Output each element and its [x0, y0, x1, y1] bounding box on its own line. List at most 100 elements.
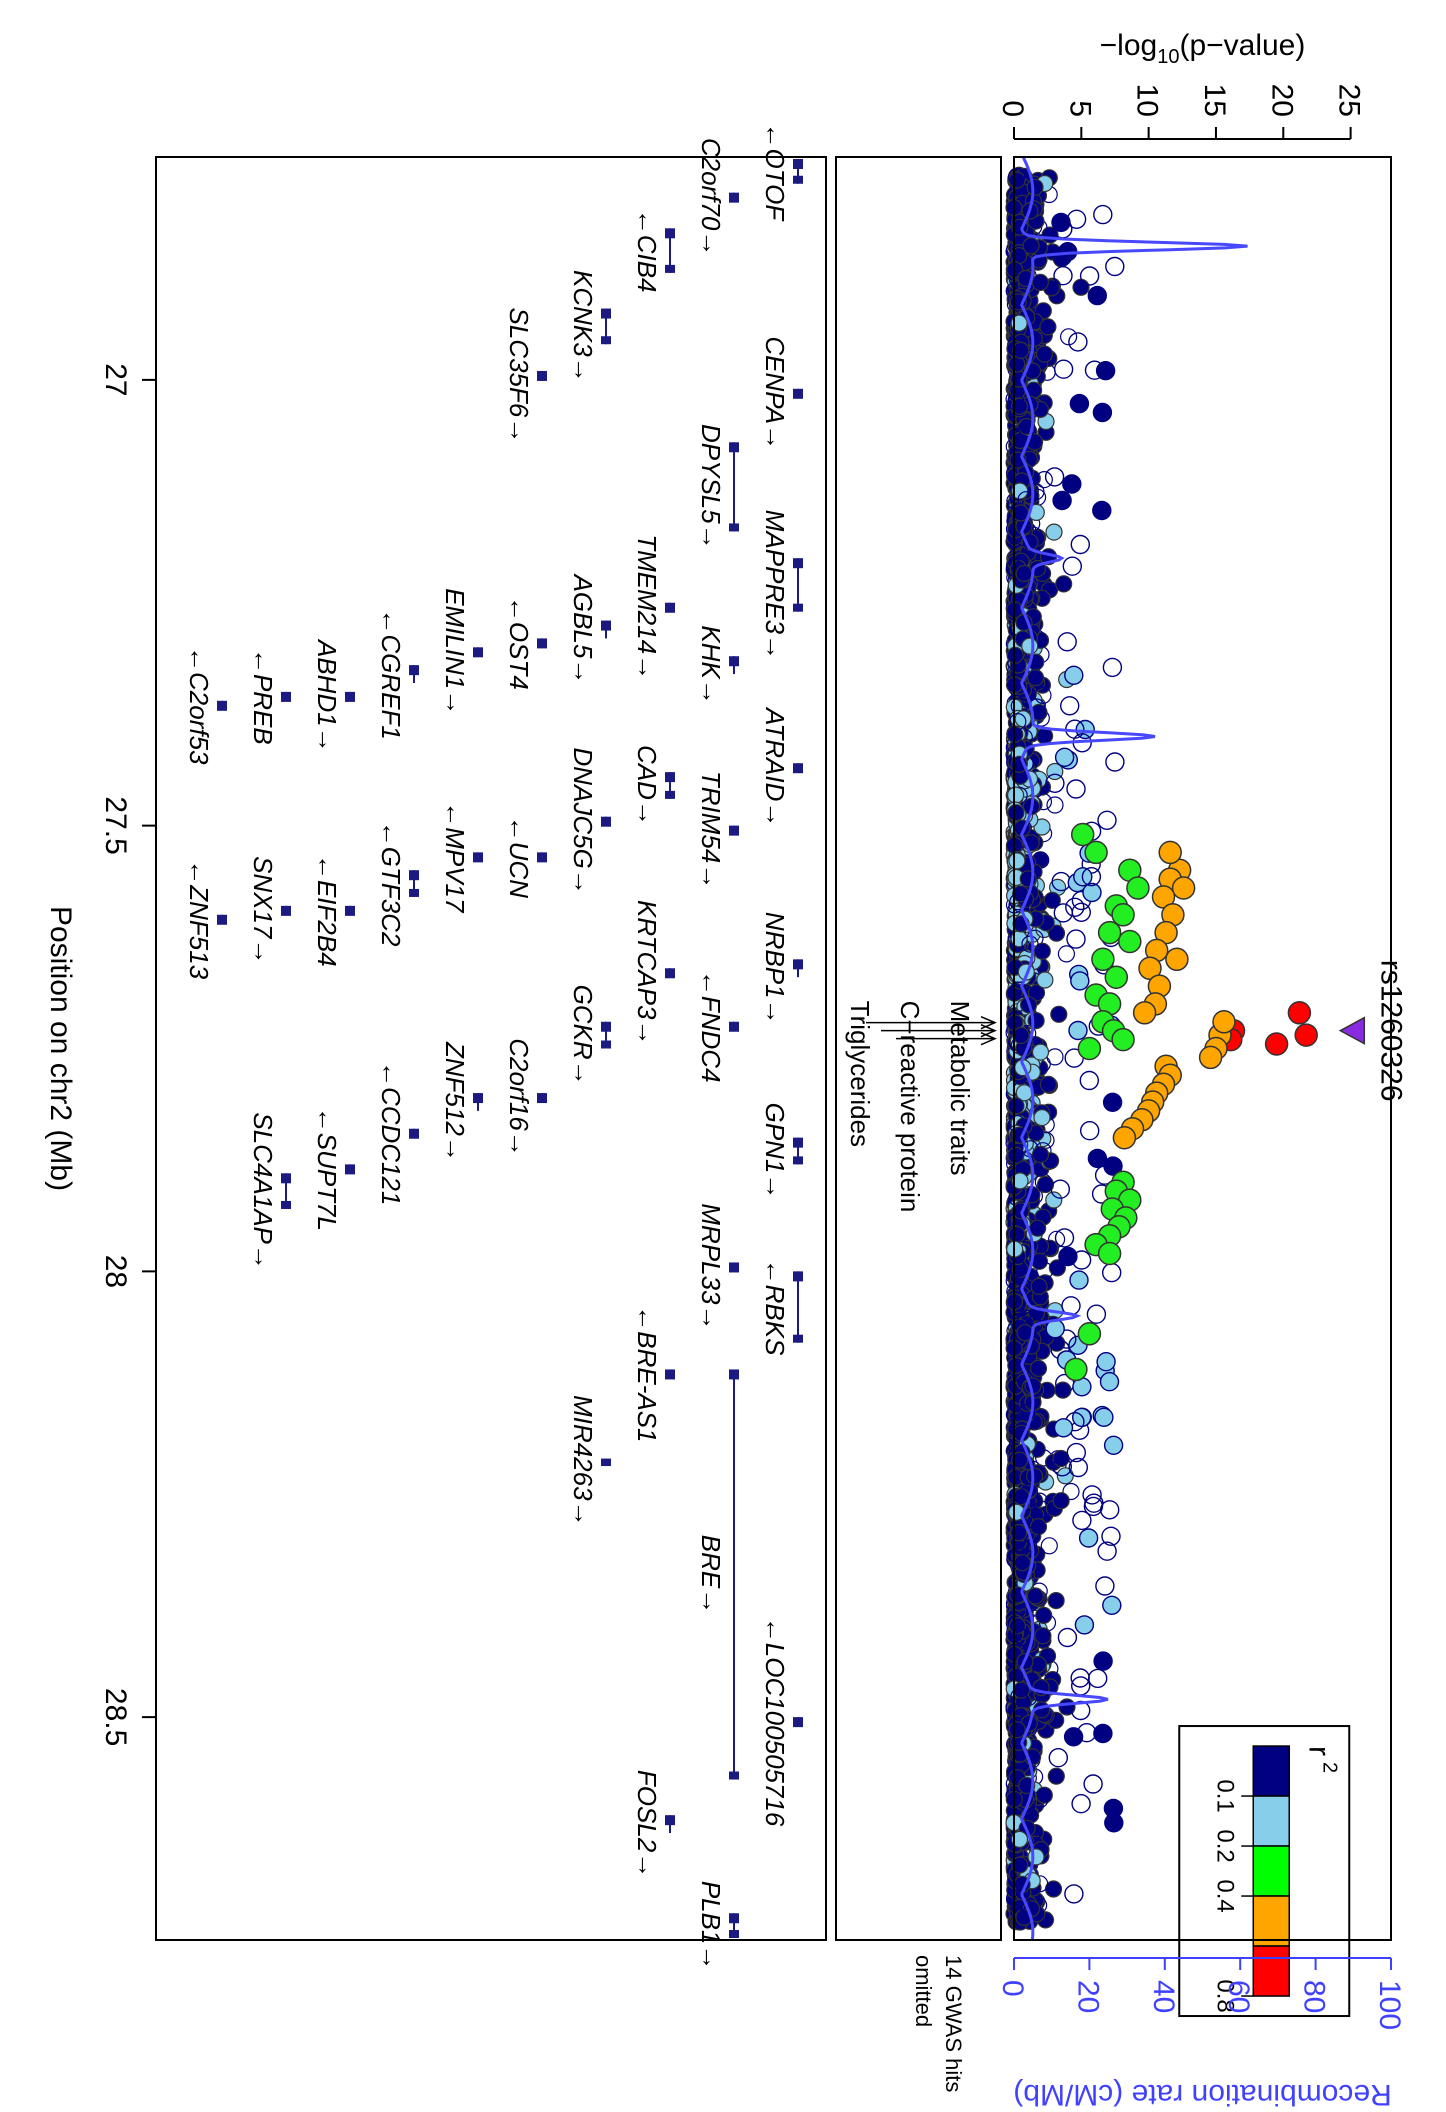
y2-axis-label: Recombination rate (cM/Mb) — [1013, 2078, 1391, 2111]
x-tick-label: 28 — [99, 1255, 132, 1288]
snp-point — [1111, 903, 1135, 927]
gene-label: TMEM214→ — [632, 534, 662, 680]
gene-exon — [729, 656, 739, 667]
gene-exon — [793, 1717, 803, 1728]
snp-point — [1054, 1228, 1075, 1248]
snp-point — [1047, 1591, 1065, 1610]
y-tick-label: 5 — [1063, 100, 1096, 117]
y2-tick-label: 60 — [1222, 1980, 1255, 2013]
snp-point — [1012, 341, 1030, 359]
snp-point — [1007, 1097, 1025, 1115]
snp-point — [1071, 902, 1091, 922]
snp-point — [1030, 1492, 1049, 1510]
y-tick-label: 25 — [1333, 84, 1366, 117]
gene-panel-frame — [155, 156, 827, 1941]
snp-point — [1040, 1537, 1058, 1555]
snp-point — [1079, 266, 1100, 286]
snp-point — [1118, 929, 1142, 954]
snp-point — [1033, 942, 1051, 960]
snp-point — [1064, 665, 1084, 685]
gene-exon — [601, 336, 611, 345]
y2-tick-label: 80 — [1298, 1980, 1331, 2013]
snp-point — [1102, 1092, 1123, 1113]
snp-point — [1008, 1721, 1026, 1739]
snp-point — [1097, 1241, 1122, 1266]
x-tick-label: 27.5 — [99, 796, 132, 854]
legend-swatch — [1252, 1745, 1291, 1797]
snp-point — [1065, 897, 1085, 917]
snp-point — [1011, 482, 1029, 500]
snp-point — [1074, 1615, 1095, 1635]
gene-exon — [729, 523, 739, 532]
snp-point — [1068, 1457, 1088, 1478]
gene-label: ←PREB — [248, 648, 278, 745]
snp-point — [1063, 1727, 1084, 1747]
main-panel-frame — [1013, 156, 1392, 1941]
snp-point — [1008, 1617, 1026, 1635]
snp-point — [1021, 637, 1039, 655]
snp-point — [1104, 965, 1129, 989]
snp-point — [1031, 1043, 1050, 1061]
snp-point — [1072, 1510, 1092, 1531]
gene-exon — [793, 603, 803, 612]
snp-point — [1013, 1554, 1031, 1572]
gene-label: ←UCN — [504, 816, 534, 899]
snp-point — [1046, 796, 1064, 814]
snp-point — [1050, 1179, 1070, 1199]
gene-label: CAD→ — [632, 745, 662, 826]
snp-point — [1033, 1500, 1051, 1519]
snp-point — [1087, 285, 1107, 306]
gene-exon — [281, 905, 291, 916]
legend-label: 0.2 — [1211, 1829, 1238, 1862]
gene-label: ←OTOF — [760, 122, 790, 222]
snp-point — [1036, 1175, 1055, 1194]
snp-point — [1011, 1172, 1029, 1190]
gene-label: DPYSL5→ — [696, 424, 726, 550]
gene-exon — [409, 870, 419, 881]
snp-point — [1084, 360, 1105, 380]
snp-point — [1093, 204, 1113, 225]
gene-exon — [345, 905, 355, 916]
gene-label: MIR4263→ — [568, 1395, 598, 1527]
lead-snp-marker — [1338, 1016, 1366, 1045]
snp-point — [1094, 1407, 1114, 1428]
legend-title: r — [1302, 1746, 1335, 1756]
gene-exon — [665, 602, 675, 613]
snp-point — [1060, 328, 1078, 346]
gene-exon — [217, 700, 227, 711]
snp-point — [1102, 1262, 1122, 1283]
gene-label: AGBL5→ — [568, 573, 598, 685]
snp-point — [1054, 747, 1075, 767]
snp-point — [1027, 1848, 1045, 1866]
snp-point — [1087, 1148, 1108, 1169]
y-tick-label: 0 — [996, 100, 1029, 117]
y-axis: 0 5 10 15 20 25 −log10(p−value) — [996, 29, 1366, 140]
gene-label: C2orf70→ — [696, 138, 726, 257]
gene-label: PLB1→ — [696, 1881, 726, 1971]
gwas-panel-frame — [835, 156, 1002, 1941]
gene-exon — [729, 192, 739, 203]
snp-point — [1058, 1246, 1078, 1267]
snp-point — [1030, 1277, 1048, 1296]
x-axis-label: Position on chr2 (Mb) — [44, 906, 77, 1191]
gene-label: TRIM54→ — [696, 771, 726, 889]
snp-point — [1026, 1467, 1044, 1485]
ld-points — [1064, 822, 1318, 1382]
gene-label: ←CGREF1 — [376, 608, 406, 739]
snp-point — [1084, 840, 1108, 865]
gene-exon — [473, 1093, 483, 1104]
gene-exon — [281, 1200, 291, 1209]
gene-exon — [473, 647, 483, 658]
snp-point — [1011, 1856, 1029, 1874]
snp-point — [1044, 467, 1065, 487]
snp-point — [1080, 1120, 1100, 1141]
snp-point — [1039, 1075, 1057, 1094]
gene-exon — [665, 772, 675, 783]
snp-point — [1029, 1518, 1048, 1536]
snp-point — [1097, 810, 1117, 830]
snp-point — [1009, 1260, 1027, 1278]
snp-point — [1034, 1627, 1052, 1645]
legend-label: 0.1 — [1211, 1779, 1238, 1812]
gwas-hit-label: Triglycerides — [845, 1001, 875, 1147]
